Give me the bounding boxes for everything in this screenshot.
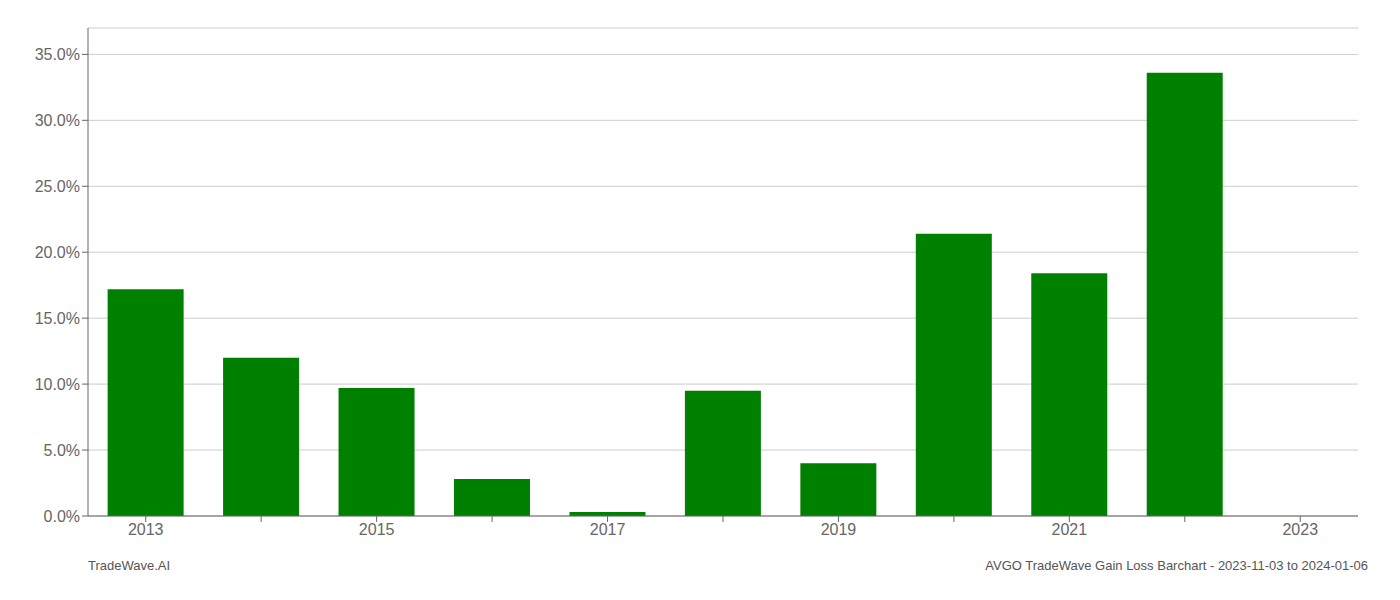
svg-text:20.0%: 20.0% <box>35 244 80 261</box>
svg-text:15.0%: 15.0% <box>35 310 80 327</box>
svg-text:2017: 2017 <box>590 521 626 538</box>
svg-text:2013: 2013 <box>128 521 164 538</box>
svg-text:30.0%: 30.0% <box>35 112 80 129</box>
html-text:AVGO TradeWave Gain Loss Barch: AVGO TradeWave Gain Loss Barchart - 2023… <box>985 558 1368 573</box>
svg-text:2021: 2021 <box>1052 521 1088 538</box>
svg-text:35.0%: 35.0% <box>35 46 80 63</box>
html-text:TradeWave.AI: TradeWave.AI <box>88 558 171 573</box>
svg-text:0.0%: 0.0% <box>44 508 80 525</box>
svg-text:2023: 2023 <box>1282 521 1318 538</box>
svg-text:2015: 2015 <box>359 521 395 538</box>
svg-text:25.0%: 25.0% <box>35 178 80 195</box>
svg-text:10.0%: 10.0% <box>35 376 80 393</box>
svg-text:2019: 2019 <box>821 521 857 538</box>
svg-text:5.0%: 5.0% <box>44 442 80 459</box>
